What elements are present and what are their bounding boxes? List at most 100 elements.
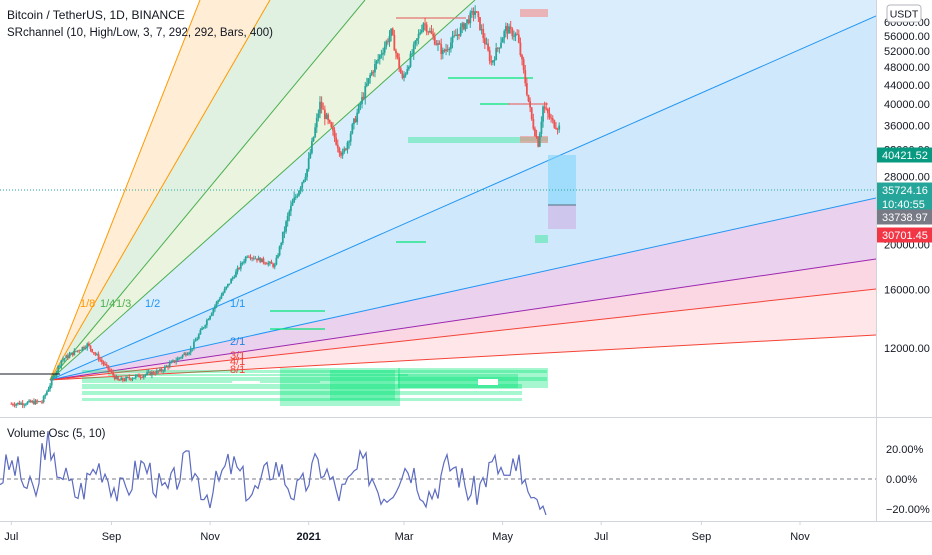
candle-body bbox=[443, 50, 446, 52]
candle-body bbox=[513, 36, 515, 37]
candle-body bbox=[509, 26, 512, 29]
candle-body bbox=[210, 313, 213, 317]
candle-body bbox=[197, 334, 200, 339]
support-zone bbox=[108, 374, 408, 376]
gann-fan-line bbox=[49, 197, 876, 381]
candle-body bbox=[97, 354, 100, 360]
gann-fan-label: 3/1 bbox=[230, 350, 245, 362]
candle-body bbox=[327, 114, 329, 120]
candle-body bbox=[290, 205, 292, 212]
candle-body bbox=[522, 59, 525, 71]
position-box bbox=[548, 155, 576, 229]
candle-body bbox=[31, 401, 34, 403]
candle-body bbox=[159, 369, 161, 372]
candle-body bbox=[78, 350, 81, 352]
support-zone bbox=[260, 381, 320, 383]
candle-body bbox=[104, 364, 106, 365]
candle-body bbox=[102, 361, 105, 365]
time-axis[interactable]: Jul Sep Nov 2021 Mar May Jul Sep Nov bbox=[4, 521, 810, 543]
oscillator-legend[interactable]: Volume Osc (5, 10) bbox=[7, 428, 106, 440]
support-zone bbox=[82, 377, 547, 381]
position-profit-zone bbox=[548, 155, 576, 205]
support-zone bbox=[408, 137, 548, 143]
candle-body bbox=[474, 11, 477, 15]
candle-body bbox=[401, 73, 404, 78]
indicator-legend[interactable]: SRchannel (10, High/Low, 3, 7, 292, 292,… bbox=[7, 27, 273, 39]
candle-body bbox=[99, 359, 102, 361]
support-zone bbox=[82, 398, 522, 401]
candle-body bbox=[86, 343, 89, 348]
candle-body bbox=[344, 148, 347, 150]
support-zone bbox=[82, 370, 547, 373]
candle-body bbox=[464, 23, 467, 30]
candle-body bbox=[453, 35, 456, 37]
candle-body bbox=[130, 378, 132, 380]
candle-body bbox=[374, 63, 376, 73]
candle-body bbox=[333, 130, 336, 138]
candle-body bbox=[205, 320, 208, 326]
price-tick-label: 40000.00 bbox=[884, 99, 930, 111]
candle-body bbox=[50, 378, 53, 386]
candle-body bbox=[13, 404, 16, 406]
candle-body bbox=[52, 376, 55, 379]
candle-body bbox=[37, 401, 40, 403]
candle-body bbox=[107, 365, 110, 370]
candle-body bbox=[138, 374, 140, 378]
candle-body bbox=[209, 316, 212, 320]
support-zone bbox=[398, 374, 518, 388]
support-zone bbox=[82, 384, 522, 389]
candle-body bbox=[10, 403, 13, 405]
candle-body bbox=[15, 403, 18, 406]
symbol-title[interactable]: Bitcoin / TetherUS, 1D, BINANCE bbox=[7, 8, 185, 22]
price-badge: 33738.97 bbox=[877, 209, 932, 225]
candle-body bbox=[228, 283, 231, 285]
candle-body bbox=[325, 114, 328, 119]
currency-badge[interactable]: USDT bbox=[886, 4, 922, 23]
candle-body bbox=[328, 119, 331, 123]
gann-fan-label: 1/2 bbox=[145, 298, 160, 310]
candle-body bbox=[504, 26, 507, 32]
candle-body bbox=[24, 404, 27, 406]
candle-body bbox=[361, 96, 363, 104]
oscillator-axis[interactable]: 20.00% 0.00% −20.00% bbox=[886, 444, 930, 516]
candle-body bbox=[312, 136, 315, 142]
candle-body bbox=[294, 196, 297, 198]
candle-body bbox=[433, 36, 436, 45]
candle-body bbox=[186, 354, 189, 356]
candle-body bbox=[128, 377, 131, 379]
candle-body bbox=[175, 360, 178, 363]
candle-body bbox=[483, 38, 486, 45]
gann-fan-line bbox=[49, 0, 271, 381]
candle-body bbox=[249, 257, 252, 259]
price-badge: 40421.52 bbox=[877, 147, 932, 163]
candle-body bbox=[178, 357, 181, 359]
candle-body bbox=[220, 295, 223, 299]
candle-body bbox=[546, 109, 549, 114]
candle-body bbox=[416, 38, 418, 41]
candle-body bbox=[482, 29, 485, 39]
candle-body bbox=[519, 42, 522, 56]
candle-body bbox=[521, 55, 523, 60]
candlestick-series bbox=[0, 5, 561, 409]
candle-body bbox=[493, 59, 496, 61]
candle-body bbox=[341, 152, 344, 156]
candle-body bbox=[404, 73, 407, 76]
candle-body bbox=[238, 267, 241, 269]
candle-body bbox=[367, 78, 370, 84]
candle-body bbox=[65, 355, 68, 359]
candle-body bbox=[89, 345, 92, 349]
candle-body bbox=[201, 328, 203, 331]
candle-body bbox=[529, 101, 532, 108]
candle-body bbox=[256, 258, 258, 261]
candle-body bbox=[322, 108, 325, 110]
candle-body bbox=[398, 57, 401, 69]
candle-body bbox=[370, 71, 373, 76]
candle-body bbox=[66, 355, 69, 358]
candle-body bbox=[319, 101, 321, 114]
candle-body bbox=[309, 152, 312, 159]
candle-body bbox=[100, 359, 103, 362]
candle-body bbox=[555, 127, 557, 129]
gann-fan-line bbox=[49, 0, 476, 381]
